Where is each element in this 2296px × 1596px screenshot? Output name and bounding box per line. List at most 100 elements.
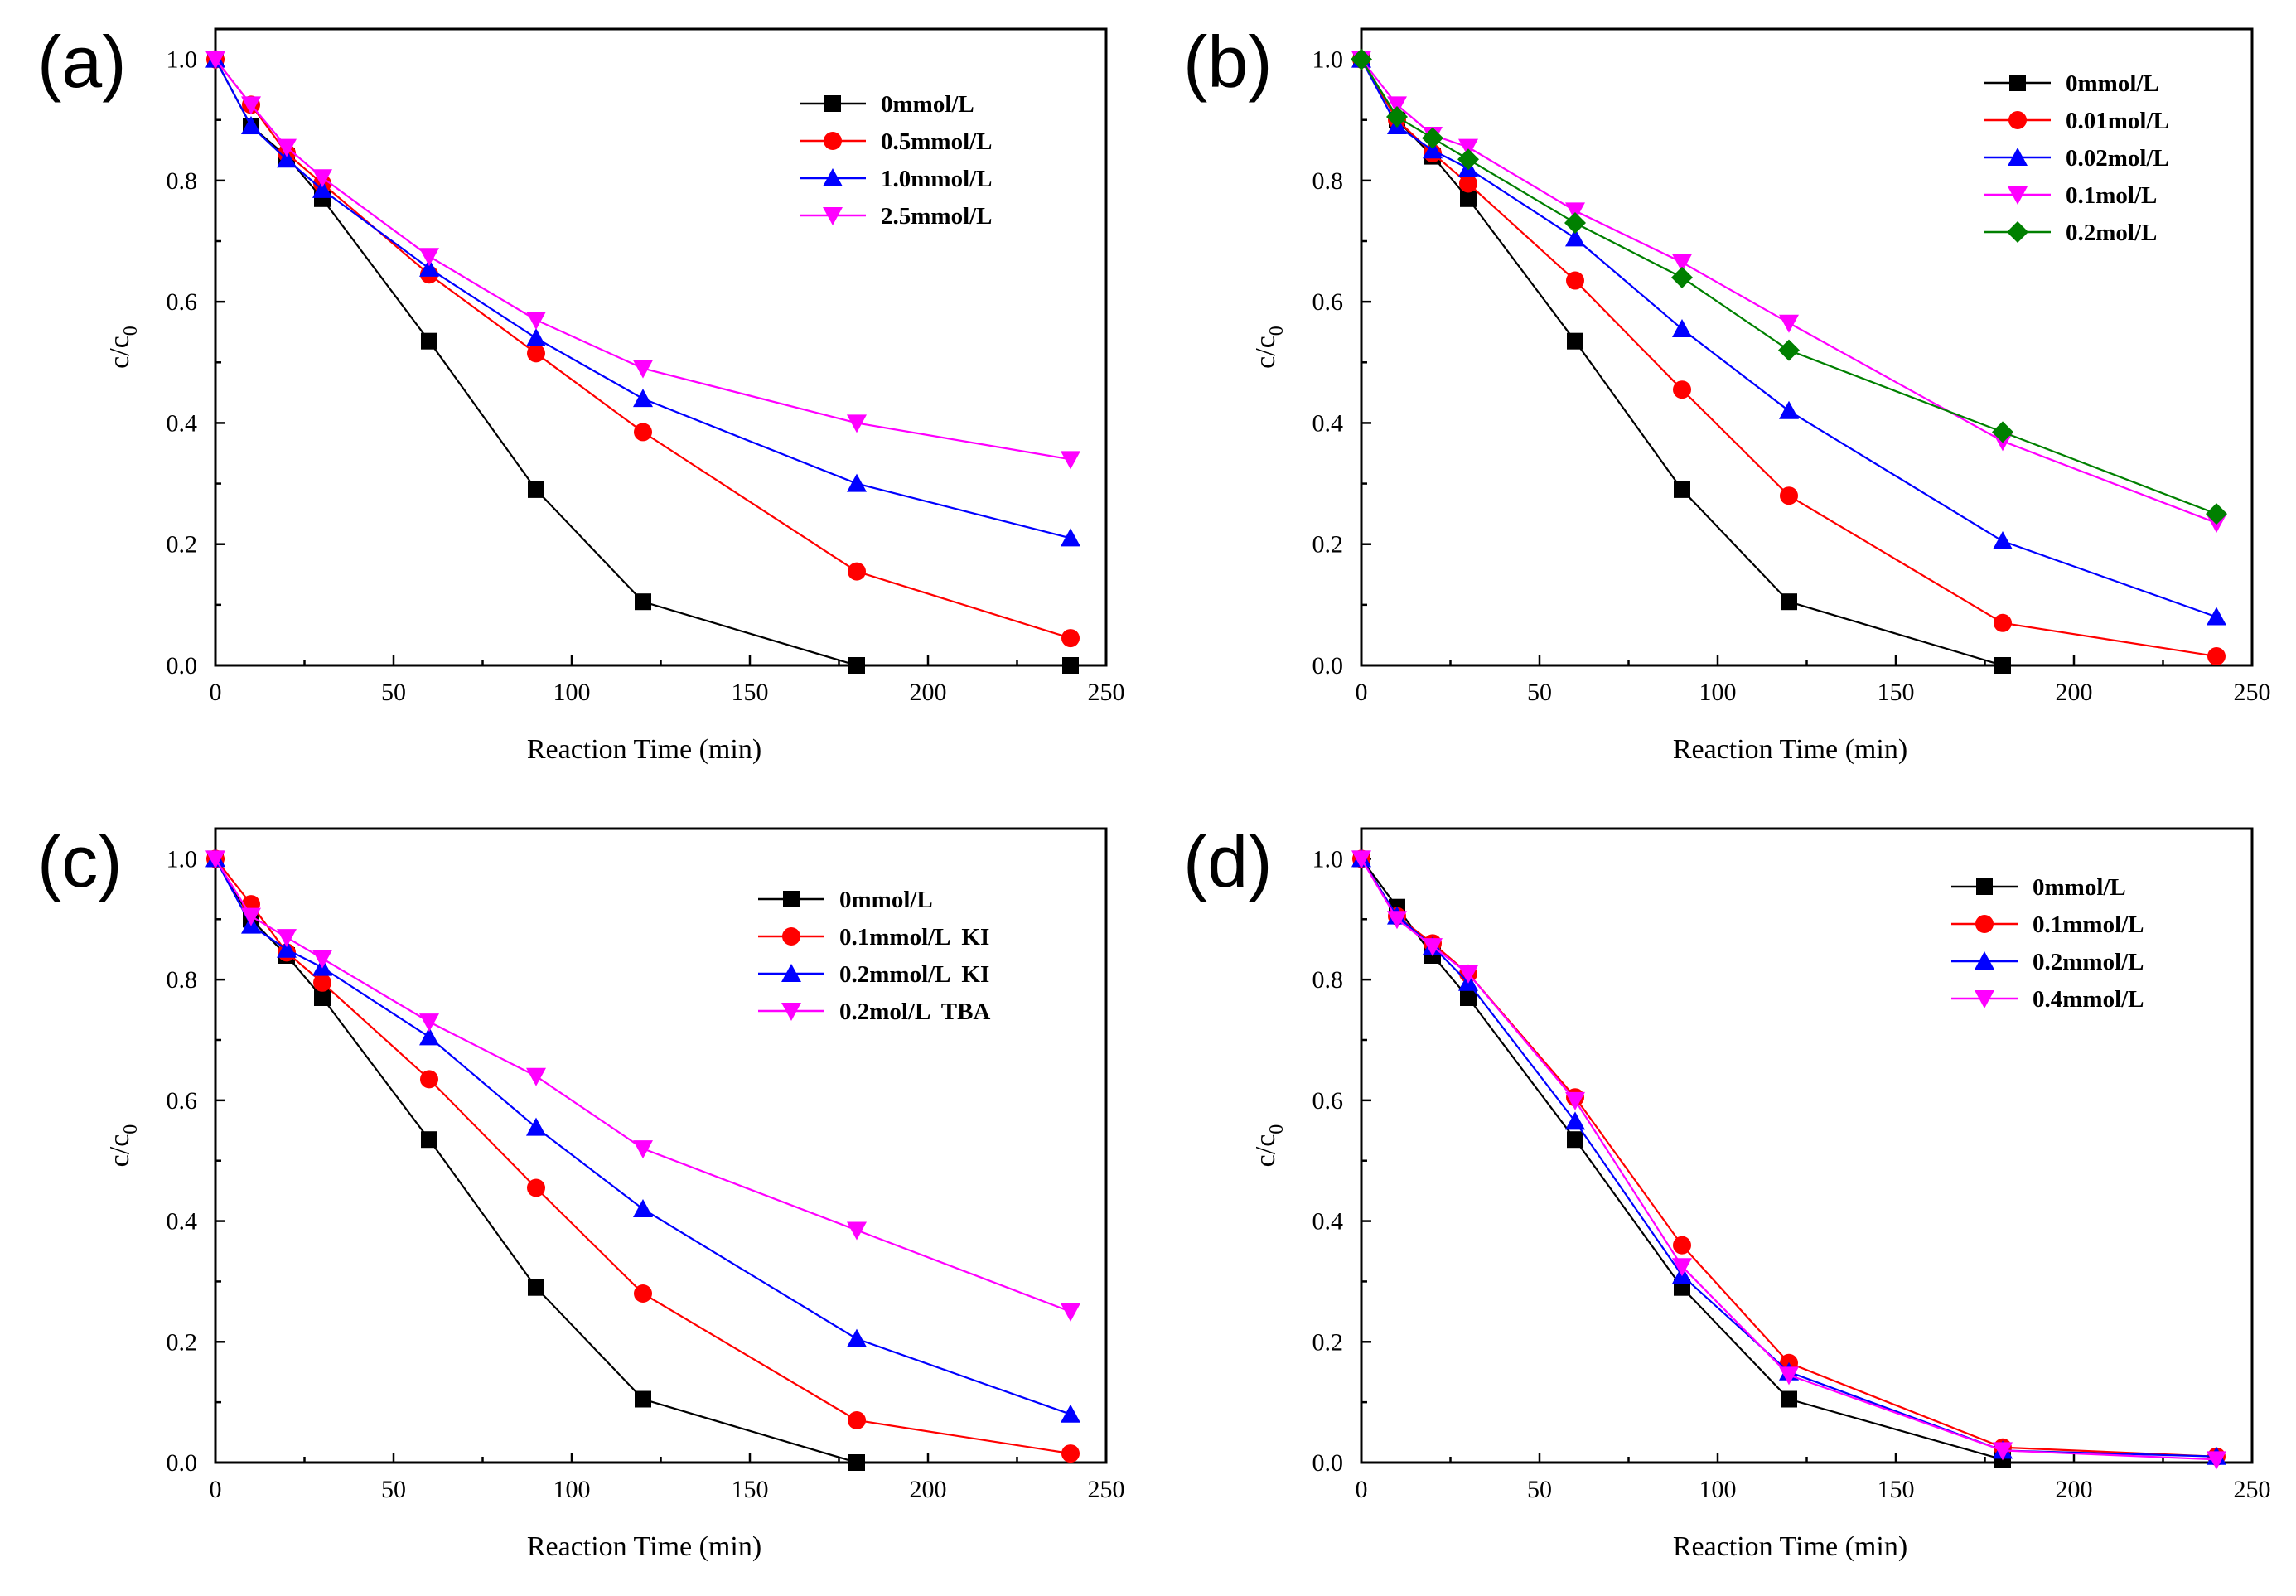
legend-marker [1975,915,1994,933]
x-tick-label: 0 [1356,679,1368,706]
data-point [634,423,652,442]
data-point [1673,380,1691,399]
y-axis-title: c/c0 [1250,1124,1288,1168]
data-point [634,1284,652,1303]
y-tick-label: 0.0 [1312,1449,1344,1477]
x-tick-label: 50 [381,1476,406,1503]
data-point [847,1328,867,1347]
data-point [1061,528,1080,547]
data-point [1460,989,1477,1006]
legend-label: 0.1mol/L [2066,182,2157,209]
data-point [526,1067,546,1086]
data-point [1062,657,1079,674]
legend: 0mmol/L 0.01mol/L 0.02mol/L 0.1mol/L 0.2mol/… [1984,70,2169,246]
y-tick-label: 0.6 [1312,1087,1344,1115]
legend-label: 0.01mol/L [2066,108,2169,134]
x-tick-label: 200 [910,1476,947,1503]
plot-frame [214,27,1108,667]
data-point [205,850,225,869]
y-tick-label: 0.8 [1312,966,1344,994]
data-point [313,973,331,992]
data-point [1565,1111,1585,1130]
legend-label: 0.5mmol/L [881,128,993,155]
data-point [312,179,332,198]
y-axis-title-main: c/c [104,1134,135,1168]
legend-marker [781,964,801,982]
data-point [1994,657,2011,674]
data-point [1386,106,1408,128]
series-3 [205,51,1080,470]
series-3 [205,850,1080,1322]
legend-label: 0.4mmol/L [2033,986,2144,1013]
x-tick-label: 50 [381,679,406,706]
y-tick-label: 0.8 [1312,167,1344,195]
chart-panel-3: (d) 0 50 100 150 200 250 0.0 0.2 0.4 0.6 0.8 1.0 Reac… [1183,820,2271,1562]
x-axis-title: Reaction Time (min) [1673,734,1907,765]
data-point [1779,400,1799,419]
data-point [420,1070,438,1089]
data-point [1387,96,1407,115]
data-point [1061,1444,1080,1463]
data-point [1993,1442,2013,1461]
data-point [1459,174,1477,193]
y-tick-label: 0.0 [167,652,198,680]
data-point [1423,140,1443,159]
data-point [1351,850,1371,869]
data-point [1061,451,1080,470]
y-tick-label: 0.8 [167,966,198,994]
y-axis-title-text: c/c0 [104,326,142,369]
y-tick-label: 0.2 [167,1328,198,1356]
data-point [1778,339,1800,361]
data-point [2207,607,2226,626]
legend-label: 0.2mol/L [2066,220,2157,246]
x-tick-label: 250 [1088,1476,1125,1503]
x-tick-label: 0 [1356,1476,1368,1503]
panel-label: (a) [37,21,127,103]
legend-marker [1975,990,1994,1008]
legend: 0mmol/L 0.1mmol/L KI 0.2mmol/L KI 0.2mol/L … [758,887,990,1025]
y-tick-label: 0.6 [1312,288,1344,316]
legend-label: 0.02mol/L [2066,145,2169,172]
data-point [421,332,437,350]
y-tick-label: 1.0 [167,845,198,873]
y-axis-title-subscript: 0 [1266,326,1288,336]
x-tick-label: 100 [1699,679,1737,706]
data-point [633,1199,653,1217]
x-tick-label: 0 [210,1476,222,1503]
data-point [1672,1258,1692,1277]
y-axis-title-text: c/c0 [1250,1124,1288,1168]
y-tick-label: 0.8 [167,167,198,195]
legend: 0mmol/L 0.1mmol/L 0.2mmol/L 0.4mmol/L [1951,874,2144,1013]
data-point [1566,271,1584,290]
y-tick-label: 0.2 [1312,1328,1344,1356]
data-point [1565,228,1585,247]
legend-label: 2.5mmol/L [881,203,993,230]
legend-label: 0.1mmol/L KI [839,924,989,950]
y-tick-label: 0.4 [167,1208,198,1236]
data-point [527,344,545,363]
panel-label: (b) [1183,21,1273,103]
x-tick-label: 100 [553,679,591,706]
data-point [1567,332,1583,350]
data-point [848,562,866,581]
legend-label: 0.1mmol/L [2033,912,2144,938]
series-4 [1351,48,2227,525]
data-point [1994,613,2012,632]
data-point [1061,1404,1080,1423]
data-point [1387,911,1407,930]
x-tick-label: 200 [2056,679,2093,706]
x-tick-label: 0 [210,679,222,706]
panel-label: (c) [37,820,123,902]
legend-marker [2007,221,2028,243]
data-point [635,593,651,611]
y-tick-label: 0.4 [1312,1208,1344,1236]
legend-label: 0.2mmol/L [2033,949,2144,975]
x-axis-title: Reaction Time (min) [527,1531,761,1562]
x-tick-label: 50 [1527,679,1552,706]
data-point [205,51,225,70]
data-point [1673,1236,1691,1255]
x-tick-label: 150 [732,679,769,706]
data-point [277,939,297,958]
data-point [1567,1131,1583,1149]
